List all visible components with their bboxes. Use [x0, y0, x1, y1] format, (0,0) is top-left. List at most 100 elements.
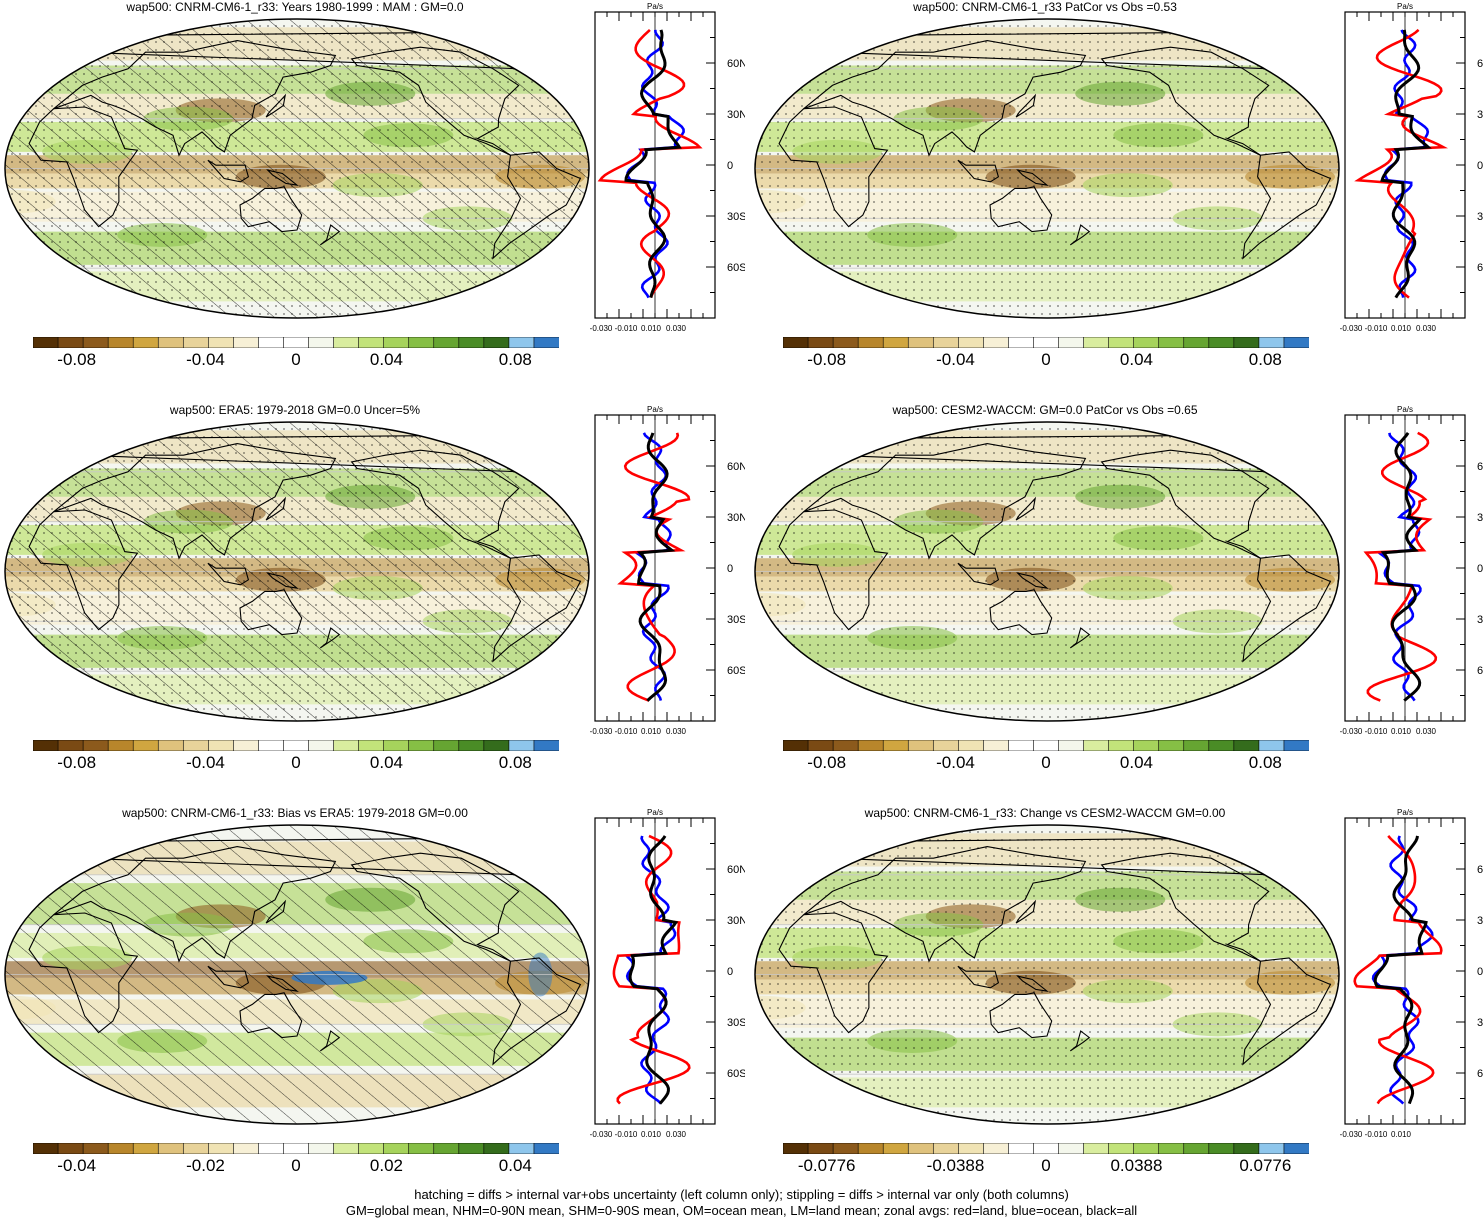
colorbar-swatch	[1058, 740, 1085, 751]
colorbar-swatch	[458, 1143, 485, 1154]
colorbar-swatch	[157, 1143, 184, 1154]
colorbar-swatch	[1233, 740, 1260, 751]
colorbar-swatch	[433, 1143, 460, 1154]
zonal-line-ocean	[623, 835, 677, 1105]
map-title: wap500: CNRM-CM6-1_r33: Bias vs ERA5: 19…	[122, 806, 468, 820]
colorbar-swatch	[807, 337, 834, 348]
colorbar-swatch	[333, 337, 360, 348]
colorbar-label: -0.0776	[797, 1156, 856, 1175]
colorbar-label: 0	[291, 1156, 301, 1175]
colorbar-label: -0.04	[57, 1156, 97, 1175]
lat-tick-label: 0	[1477, 966, 1483, 978]
world-map	[754, 421, 1340, 722]
colorbar	[33, 740, 559, 751]
colorbar-swatch	[233, 740, 260, 751]
colorbar-label: 0.02	[369, 1156, 404, 1175]
colorbar-label: -0.08	[57, 753, 97, 772]
colorbar-swatch	[1033, 740, 1060, 751]
zonal-line-all	[624, 29, 682, 298]
colorbar-swatch	[533, 1143, 559, 1154]
zonal-line-land	[1353, 835, 1443, 1105]
colorbar-label: 0.08	[498, 753, 532, 772]
world-map	[4, 18, 590, 319]
colorbar-swatch	[132, 740, 159, 751]
colorbar-label: 0.08	[1248, 753, 1282, 772]
map-panel: wap500: CESM2-WACCM: GM=0.0 PatCor vs Ob…	[750, 403, 1483, 803]
colorbar-swatch	[783, 1143, 809, 1154]
colorbar-label: 0	[291, 753, 301, 772]
map-title: wap500: CESM2-WACCM: GM=0.0 PatCor vs Ob…	[892, 403, 1198, 417]
colorbar-swatch	[433, 740, 460, 751]
colorbar-swatch	[358, 740, 385, 751]
colorbar-labels: -0.08 -0.04 0 0.04 0.08	[33, 350, 559, 372]
colorbar-label: 0	[291, 350, 301, 369]
colorbar-swatch	[508, 337, 535, 348]
colorbar-swatch	[57, 337, 84, 348]
colorbar-swatch	[233, 1143, 260, 1154]
lat-tick-label: 30S	[727, 211, 745, 223]
footer-note-2: GM=global mean, NHM=0-90N mean, SHM=0-90…	[345, 1203, 1138, 1218]
world-map	[754, 824, 1340, 1125]
lat-tick-label: 60N	[727, 58, 745, 70]
zonal-line-all	[628, 835, 679, 1105]
colorbar-swatch	[1108, 1143, 1135, 1154]
zonal-x-tick-label: -0.030	[590, 727, 613, 736]
lat-tick-label: 30S	[1477, 614, 1483, 626]
colorbar-swatch	[533, 337, 559, 348]
colorbar-swatch	[1258, 740, 1285, 751]
colorbar-labels: -0.04 -0.02 0 0.02 0.04	[33, 1156, 559, 1178]
colorbar-swatch	[82, 1143, 109, 1154]
colorbar-swatch	[1033, 337, 1060, 348]
colorbar-swatch	[983, 337, 1010, 348]
colorbar-swatch	[57, 1143, 84, 1154]
zonal-units-label: Pa/s	[647, 808, 663, 817]
lat-tick-label: 60S	[727, 665, 745, 677]
zonal-x-tick-label: -0.030	[590, 324, 613, 333]
colorbar-swatch	[932, 337, 959, 348]
colorbar-swatch	[283, 740, 310, 751]
zonal-units-label: Pa/s	[1397, 2, 1413, 11]
colorbar-swatch	[107, 337, 134, 348]
zonal-x-tick-label: 0.010	[641, 324, 662, 333]
lat-tick-label: 0	[727, 563, 733, 575]
colorbar-swatch	[333, 1143, 360, 1154]
colorbar-labels: -0.08 -0.04 0 0.04 0.08	[783, 350, 1309, 372]
colorbar-swatch	[33, 337, 59, 348]
colorbar-swatch	[857, 337, 884, 348]
lat-tick-label: 30N	[727, 109, 745, 121]
zonal-x-tick-label: 0.030	[666, 1130, 687, 1139]
colorbar-labels: -0.0776 -0.0388 0 0.0388 0.0776	[783, 1156, 1309, 1178]
colorbar-swatch	[1208, 337, 1235, 348]
lat-tick-label: 60N	[1477, 58, 1483, 70]
colorbar-swatch	[483, 1143, 510, 1154]
colorbar-swatch	[33, 1143, 59, 1154]
zonal-units-label: Pa/s	[647, 2, 663, 11]
colorbar-swatch	[107, 1143, 134, 1154]
colorbar-swatch	[783, 740, 809, 751]
colorbar-swatch	[1008, 337, 1035, 348]
colorbar-labels: -0.08 -0.04 0 0.04 0.08	[783, 753, 1309, 775]
zonal-units-label: Pa/s	[647, 405, 663, 414]
colorbar-label: 0.04	[369, 350, 404, 369]
colorbar-swatch	[1258, 337, 1285, 348]
zonal-line-land	[612, 834, 691, 1105]
colorbar-swatch	[932, 740, 959, 751]
zonal-x-tick-label: -0.030	[590, 1130, 613, 1139]
zonal-line-ocean	[1375, 432, 1422, 702]
colorbar-label: -0.04	[186, 753, 225, 772]
colorbar-swatch	[258, 740, 285, 751]
colorbar-swatch	[1133, 337, 1160, 348]
lat-tick-label: 60S	[727, 262, 745, 274]
zonal-x-tick-label: -0.010	[615, 1130, 638, 1139]
colorbar-swatch	[932, 1143, 959, 1154]
colorbar-swatch	[1008, 1143, 1035, 1154]
colorbar-swatch	[882, 337, 909, 348]
footer-note-1: hatching = diffs > internal var+obs unce…	[414, 1187, 1069, 1202]
zonal-line-land	[617, 432, 691, 702]
map-title: wap500: CNRM-CM6-1_r33: Years 1980-1999 …	[126, 0, 464, 14]
colorbar-label: -0.08	[807, 350, 847, 369]
colorbar-swatch	[508, 740, 535, 751]
colorbar-swatch	[182, 1143, 209, 1154]
colorbar-swatch	[408, 740, 435, 751]
colorbar-swatch	[1183, 740, 1210, 751]
